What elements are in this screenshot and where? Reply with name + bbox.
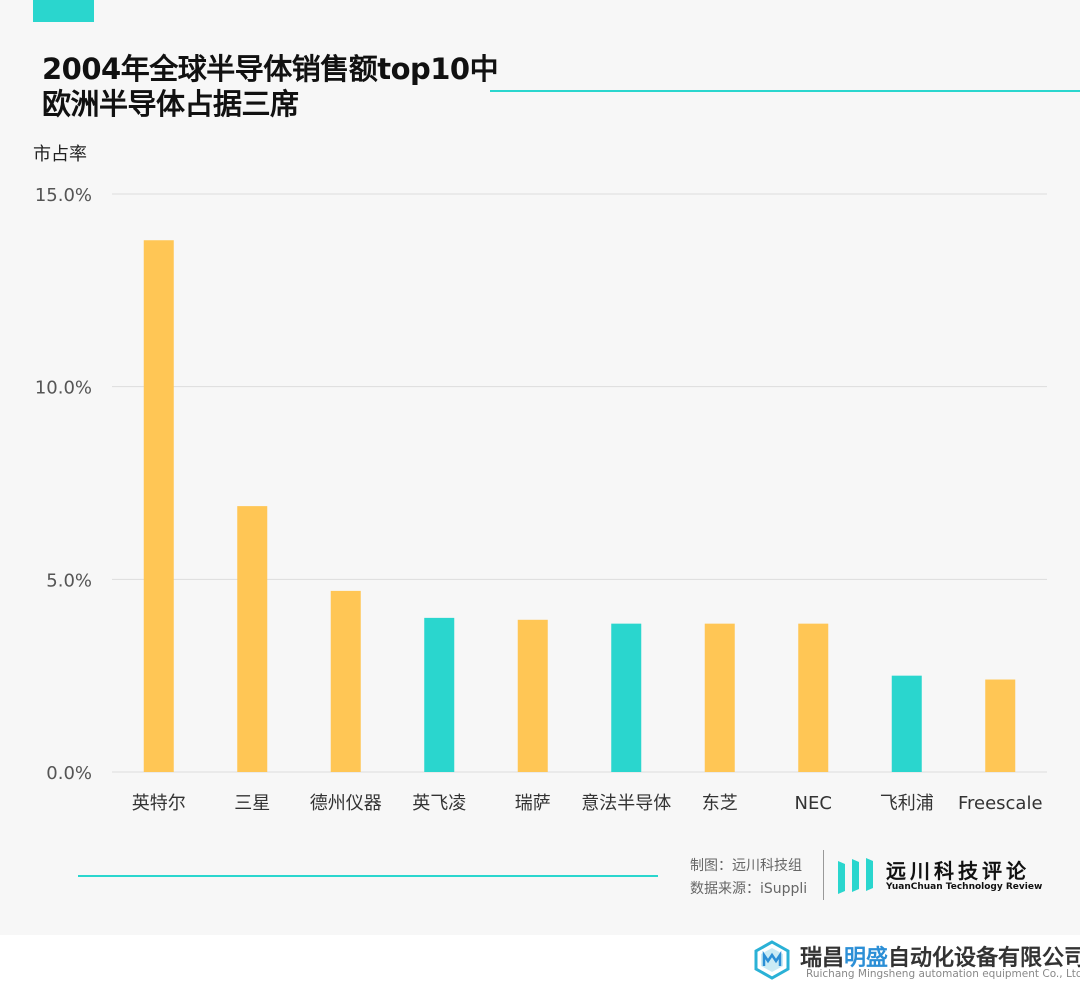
watermark-cn-prefix: 瑞昌 bbox=[800, 946, 845, 971]
title-rule bbox=[490, 90, 1080, 92]
x-tick-label: 飞利浦 bbox=[880, 793, 934, 814]
bar bbox=[798, 623, 829, 772]
y-tick-label: 15.0% bbox=[35, 185, 92, 206]
bar bbox=[891, 675, 922, 772]
x-tick-label: 东芝 bbox=[702, 793, 738, 814]
brand-name-en: YuanChuan Technology Review bbox=[886, 882, 1043, 892]
y-tick-label: 10.0% bbox=[35, 378, 92, 399]
title-line-2: 欧洲半导体占据三席 bbox=[42, 87, 299, 121]
bar bbox=[704, 623, 735, 772]
bar bbox=[517, 619, 548, 772]
accent-tab bbox=[33, 0, 94, 22]
y-tick-label: 5.0% bbox=[46, 570, 92, 591]
y-axis-label: 市占率 bbox=[33, 144, 87, 165]
mingsheng-logo-icon bbox=[754, 940, 790, 980]
footer-rule bbox=[78, 875, 658, 877]
chart-panel bbox=[0, 0, 1080, 935]
x-tick-label: 英飞凌 bbox=[412, 793, 466, 814]
x-tick-label: NEC bbox=[795, 793, 832, 814]
credit-source: 数据来源：iSuppli bbox=[690, 881, 808, 897]
x-tick-label: Freescale bbox=[958, 793, 1043, 814]
credit-divider bbox=[823, 850, 824, 900]
x-tick-label: 三星 bbox=[234, 793, 270, 814]
bar bbox=[237, 506, 268, 772]
brand-name-cn: 远川科技评论 bbox=[886, 859, 1030, 883]
x-tick-label: 英特尔 bbox=[132, 793, 186, 814]
title-line-1: 2004年全球半导体销售额top10中 bbox=[42, 52, 499, 86]
chart-title: 2004年全球半导体销售额top10中 欧洲半导体占据三席 bbox=[42, 52, 499, 122]
yuanchuan-logo-icon bbox=[838, 858, 873, 894]
watermark-cn-suffix: 自动化设备有限公司 bbox=[888, 946, 1080, 971]
bar bbox=[424, 617, 455, 772]
bar bbox=[611, 623, 642, 772]
x-tick-label: 德州仪器 bbox=[310, 793, 382, 814]
bar-chart: 0.0% 5.0% 10.0% 15.0% 英特尔 三星 德州仪器 英飞凌 瑞萨 意法半导体 东芝 N… bbox=[35, 185, 1047, 814]
bar bbox=[330, 590, 361, 772]
credit-made-by: 制图：远川科技组 bbox=[690, 858, 802, 874]
watermark-cn-highlight: 明盛 bbox=[844, 946, 889, 971]
y-tick-label: 0.0% bbox=[46, 763, 92, 784]
watermark-company-cn: 瑞昌明盛自动化设备有限公司 bbox=[800, 940, 1080, 972]
x-tick-label: 瑞萨 bbox=[515, 793, 551, 814]
x-tick-label: 意法半导体 bbox=[581, 793, 671, 814]
bar bbox=[143, 240, 174, 773]
bar bbox=[985, 679, 1016, 772]
watermark-company-en: Ruichang Mingsheng automation equipment … bbox=[806, 968, 1080, 980]
